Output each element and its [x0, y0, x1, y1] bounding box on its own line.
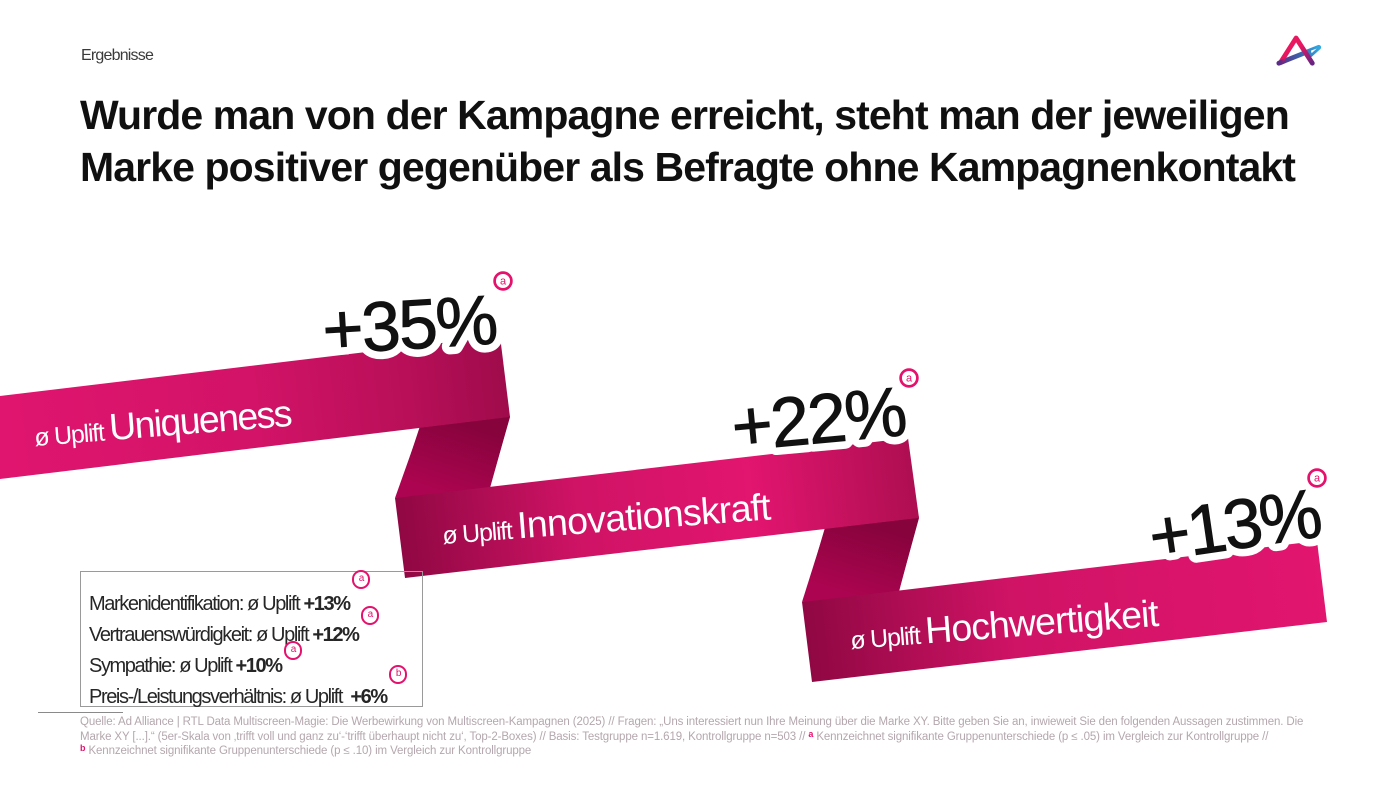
svg-text:+35%: +35%	[320, 281, 498, 369]
svg-text:a: a	[500, 276, 507, 288]
svg-text:+22%: +22%	[728, 372, 908, 466]
svg-text:a: a	[906, 373, 913, 385]
svg-text:+35%: +35%	[320, 281, 498, 369]
svg-text:a: a	[1314, 473, 1321, 485]
